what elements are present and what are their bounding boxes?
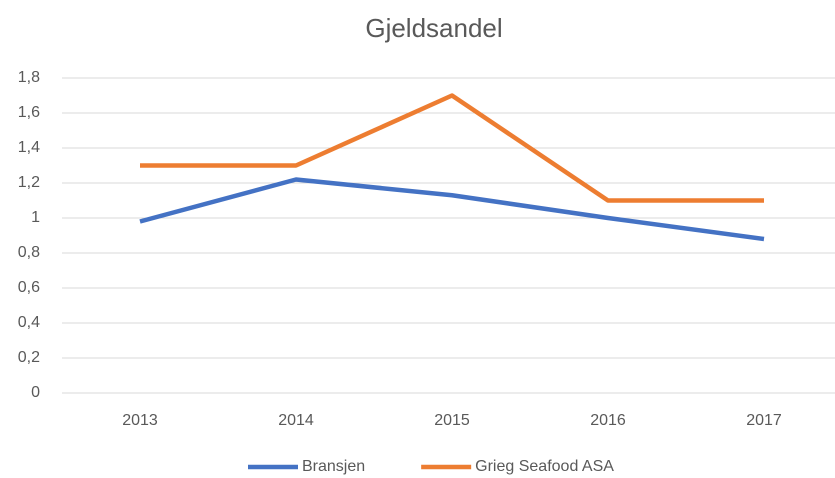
y-tick-label: 1,2 bbox=[18, 174, 40, 191]
y-tick-label: 0 bbox=[31, 384, 40, 401]
chart-title: Gjeldsandel bbox=[365, 13, 502, 43]
series-line bbox=[140, 93, 764, 203]
y-tick-label: 0,8 bbox=[18, 244, 40, 261]
series-line bbox=[139, 177, 765, 242]
x-tick-label: 2013 bbox=[122, 412, 158, 429]
legend-label: Bransjen bbox=[302, 458, 365, 475]
y-tick-label: 0,4 bbox=[18, 314, 40, 331]
y-tick-label: 1,4 bbox=[18, 139, 40, 156]
legend-label: Grieg Seafood ASA bbox=[475, 458, 614, 475]
y-tick-label: 1,6 bbox=[18, 104, 40, 121]
y-tick-label: 0,2 bbox=[18, 349, 40, 366]
x-tick-label: 2014 bbox=[278, 412, 314, 429]
x-tick-label: 2015 bbox=[434, 412, 470, 429]
y-tick-label: 1,8 bbox=[18, 69, 40, 86]
x-tick-label: 2017 bbox=[746, 412, 782, 429]
y-tick-label: 0,6 bbox=[18, 279, 40, 296]
x-tick-label: 2016 bbox=[590, 412, 626, 429]
y-tick-label: 1 bbox=[31, 209, 40, 226]
